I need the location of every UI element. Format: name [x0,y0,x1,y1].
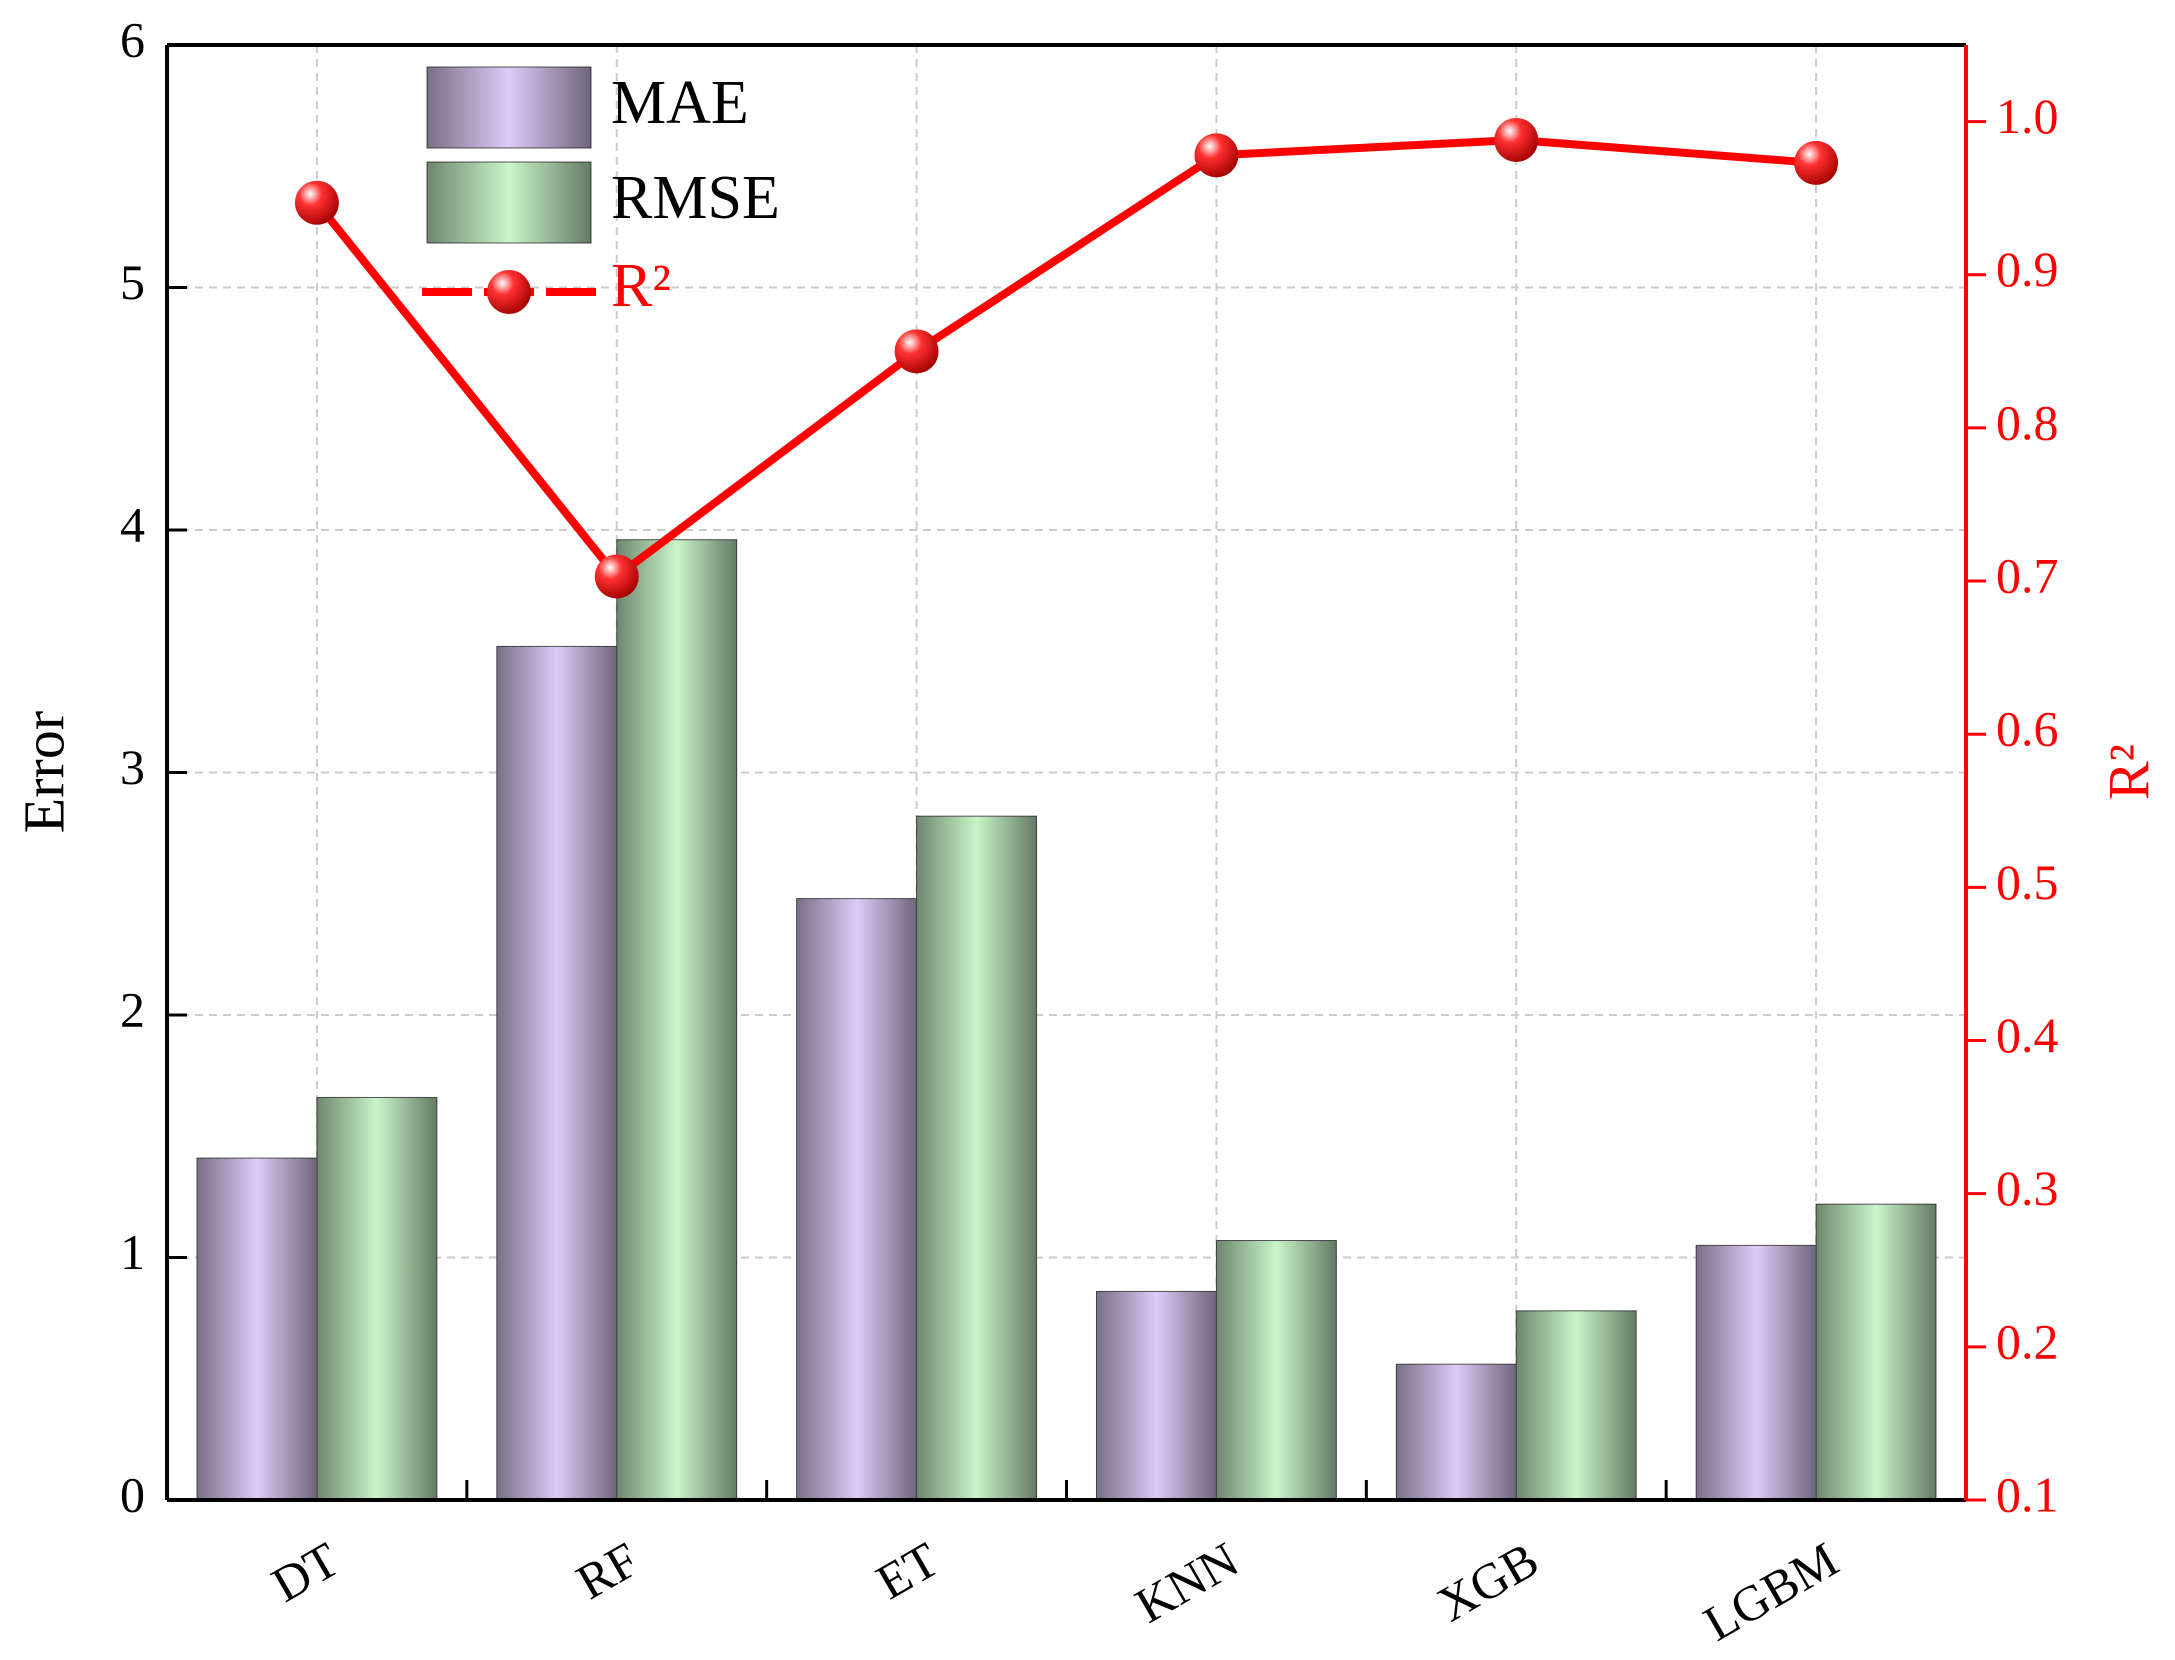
y2-tick-label: 0.1 [1996,1466,2059,1522]
marker [894,329,939,374]
y2-tick-label: 0.2 [1996,1313,2059,1369]
marker [594,554,639,599]
legend-item: RMSE [426,161,780,244]
y-tick-label: 1 [120,1224,145,1280]
y-tick-label: 6 [120,11,145,67]
bar-shade [916,816,1037,1500]
legend-swatch-shade [427,67,591,148]
y2-tick-label: 0.4 [1996,1007,2059,1063]
legend-item: R² [422,252,671,320]
marker [294,180,339,225]
legend-label: R² [611,252,671,320]
bar-shade [1516,1310,1637,1500]
y-tick-label: 4 [120,496,145,552]
x-tick-label: XGB [1428,1531,1547,1632]
y-axis-label: Error [11,711,76,833]
bar-shade [1696,1245,1817,1500]
marker [1494,117,1539,162]
y-tick-label: 5 [120,254,145,310]
marker [1794,140,1839,185]
legend-label: RMSE [611,164,780,232]
y-tick-label: 3 [120,739,145,795]
x-tick-label: KNN [1126,1531,1248,1634]
y2-tick-label: 0.3 [1996,1160,2059,1216]
bar-shade [496,646,617,1500]
bar-shade [1816,1204,1937,1500]
bar-shade [1096,1291,1217,1500]
y2-tick-label: 0.6 [1996,701,2059,757]
legend-label: MAE [611,69,749,137]
bar-shade [1216,1240,1337,1500]
x-tick-label: RF [567,1531,648,1610]
y2-tick-label: 1.0 [1996,88,2059,144]
line [313,135,1817,581]
y-tick-label: 0 [120,1466,145,1522]
bar-shade [616,539,737,1500]
bar-shade [796,898,917,1500]
x-tick-label: ET [867,1531,948,1610]
marker [1194,133,1239,178]
bar-shade [316,1097,437,1500]
bar-shade [196,1158,317,1500]
x-tick-label: DT [262,1531,348,1613]
legend-swatch-shade [427,162,591,243]
y2-tick-label: 0.5 [1996,854,2059,910]
y2-tick-label: 0.9 [1996,241,2059,297]
y-tick-label: 2 [120,981,145,1037]
legend-item: MAE [426,66,749,149]
y2-tick-label: 0.8 [1996,394,2059,450]
x-tick-label: LGBM [1694,1531,1847,1652]
y2-axis-label: R² [2096,744,2161,800]
legend-marker [487,270,531,314]
y2-tick-label: 0.7 [1996,548,2059,604]
bar-shade [1396,1364,1517,1500]
